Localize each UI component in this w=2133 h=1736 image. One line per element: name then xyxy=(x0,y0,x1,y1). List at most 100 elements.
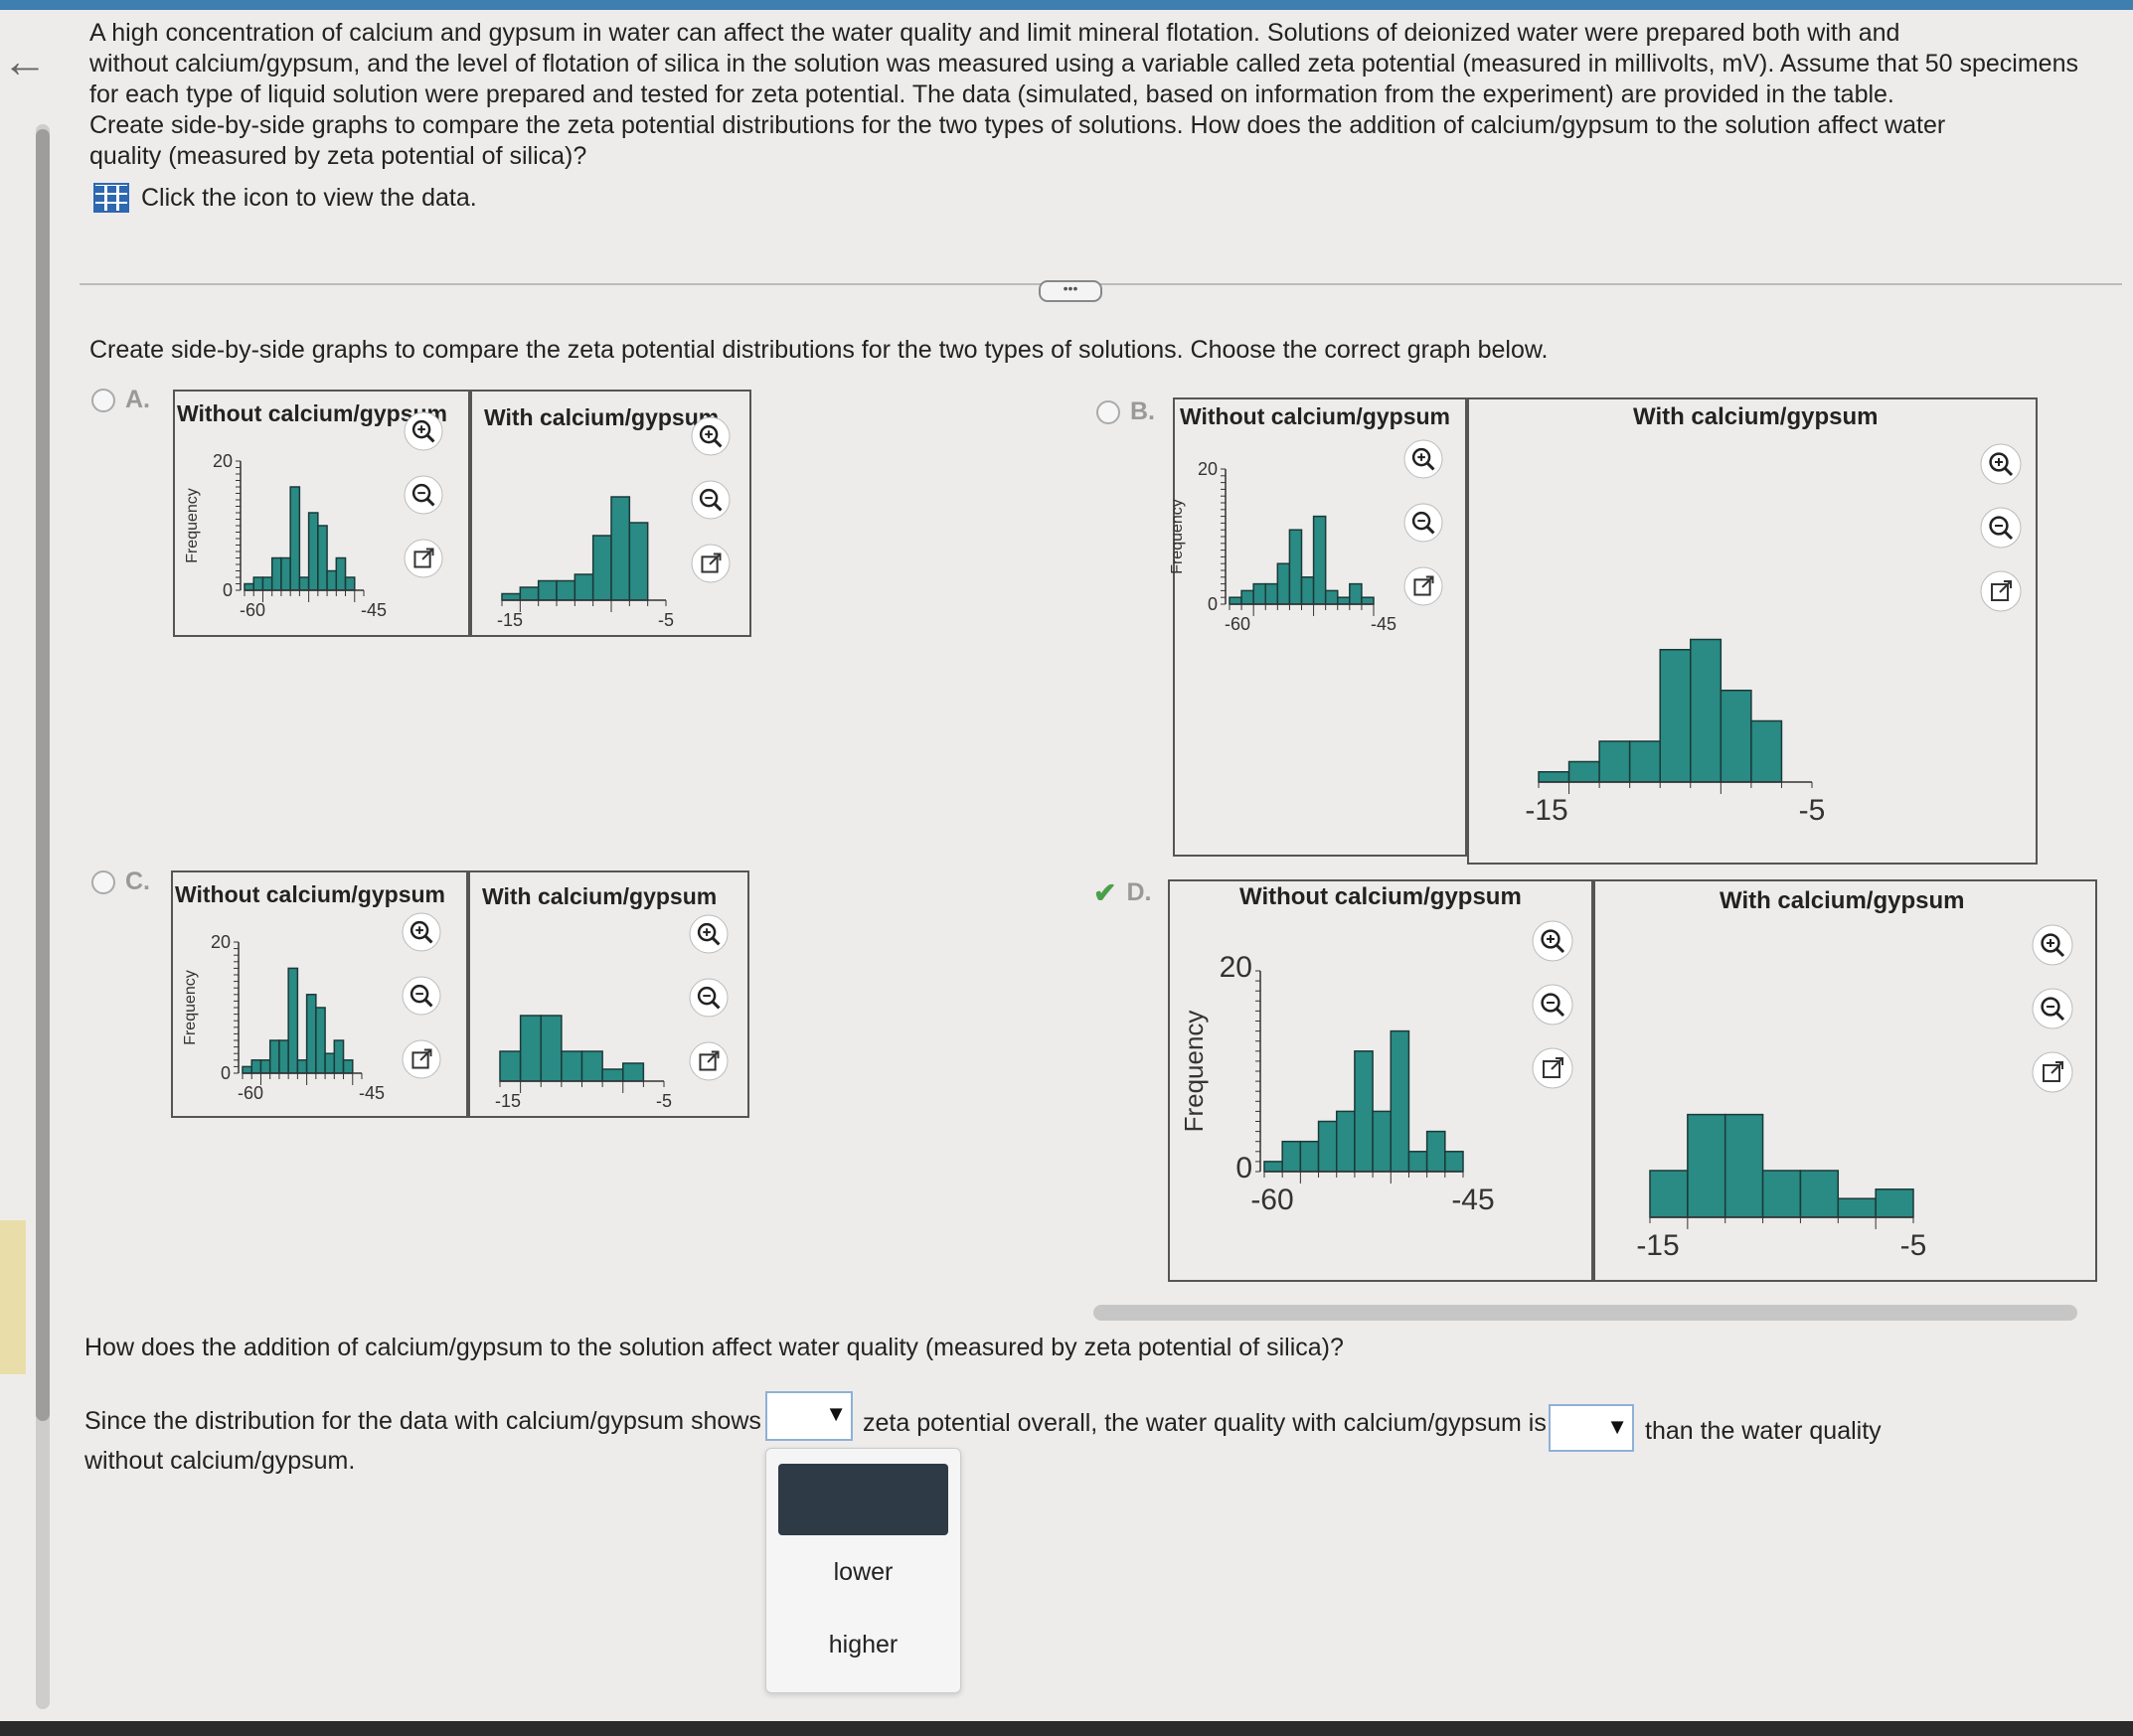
histogram-bar xyxy=(1444,1151,1464,1173)
histogram-bar xyxy=(296,1059,308,1074)
histogram-bar xyxy=(601,1068,624,1082)
view-data-link[interactable]: Click the icon to view the data. xyxy=(93,183,477,213)
histogram-bar xyxy=(1649,1170,1689,1218)
view-data-text[interactable]: Click the icon to view the data. xyxy=(141,183,477,212)
histogram-bar xyxy=(1361,596,1375,605)
zoom-in-icon[interactable] xyxy=(2032,924,2073,966)
zoom-in-icon[interactable] xyxy=(404,411,443,451)
dropdown-highlight[interactable] xyxy=(778,1464,948,1535)
histogram-bar xyxy=(1690,638,1723,783)
histogram-bar xyxy=(519,586,540,601)
option-b-radio[interactable] xyxy=(1096,399,1120,424)
open-external-icon[interactable] xyxy=(402,1039,441,1079)
panel-title: Without calcium/gypsum xyxy=(1180,403,1450,429)
open-external-icon[interactable] xyxy=(2032,1051,2073,1093)
histogram: 20 0 Frequency -60 -45 xyxy=(1169,439,1443,634)
histogram-bar xyxy=(1229,596,1242,605)
open-external-icon[interactable] xyxy=(689,1041,729,1081)
histogram-bar xyxy=(610,496,631,601)
question-line: for each type of liquid solution were pr… xyxy=(89,80,1894,108)
zoom-out-icon[interactable] xyxy=(1403,503,1443,543)
histogram-bar xyxy=(580,1050,603,1082)
correct-check-icon: ✔ xyxy=(1093,877,1117,908)
histogram-bar xyxy=(317,525,328,591)
question-line: quality (measured by zeta potential of s… xyxy=(89,142,587,170)
option-b[interactable]: B. xyxy=(1096,397,1155,426)
histogram-bar xyxy=(1299,1140,1320,1173)
histogram-bar xyxy=(244,582,254,591)
histogram-bar xyxy=(1659,649,1692,783)
zoom-out-icon[interactable] xyxy=(1532,984,1573,1026)
data-table-icon[interactable] xyxy=(93,183,129,213)
y-tick-label: 0 xyxy=(1208,594,1218,614)
histogram-bar xyxy=(342,1059,354,1074)
histogram-bar xyxy=(298,576,310,591)
histogram-bar xyxy=(591,535,612,601)
x-tick-label: -15 xyxy=(1636,1229,1679,1262)
zoom-in-icon[interactable] xyxy=(402,912,441,952)
option-d[interactable]: ✔ D. xyxy=(1093,876,1151,909)
option-d-without-panel: Without calcium/gypsum 20 0 Frequency -60 -45 xyxy=(1168,879,1593,1282)
back-arrow-icon[interactable]: ← xyxy=(2,35,48,86)
y-tick-label: 0 xyxy=(1235,1152,1252,1184)
open-external-icon[interactable] xyxy=(1980,570,2022,612)
option-b-letter: B. xyxy=(1130,397,1155,425)
histogram-bar xyxy=(501,592,522,601)
dropdown-option-lower[interactable]: lower xyxy=(833,1558,894,1586)
histogram-bar xyxy=(1875,1188,1914,1218)
option-a-without-panel: Without calcium/gypsum 20 0 Frequency -60 -45 xyxy=(173,390,470,637)
y-tick-label: 20 xyxy=(1220,951,1252,984)
dropdown-option-higher[interactable]: higher xyxy=(828,1631,899,1658)
y-tick-label: 0 xyxy=(223,580,233,600)
histogram-bar xyxy=(326,569,338,591)
histogram-bar xyxy=(1723,1113,1764,1218)
question-line: Create side-by-side graphs to compare th… xyxy=(89,111,1946,139)
dropdown-menu: lower higher xyxy=(765,1448,961,1693)
y-axis-label: Frequency xyxy=(184,488,201,563)
option-a[interactable]: A. xyxy=(91,386,150,414)
histogram-bar xyxy=(344,576,356,591)
histogram-bar xyxy=(1349,582,1363,605)
zoom-in-icon[interactable] xyxy=(691,416,731,456)
open-external-icon[interactable] xyxy=(691,544,731,583)
histogram-bar xyxy=(1354,1050,1374,1173)
x-tick-label: -60 xyxy=(238,1083,263,1103)
zoom-in-icon[interactable] xyxy=(689,914,729,954)
option-c[interactable]: C. xyxy=(91,868,150,896)
zoom-out-icon[interactable] xyxy=(402,976,441,1016)
horizontal-scrollbar[interactable] xyxy=(1093,1305,2077,1321)
x-tick-label: -45 xyxy=(1371,614,1396,634)
option-a-letter: A. xyxy=(125,386,150,413)
histogram-bar xyxy=(628,522,649,601)
histogram-bar xyxy=(574,573,594,601)
quality-dropdown[interactable]: ▼ xyxy=(1549,1404,1634,1452)
histogram-bar xyxy=(540,1015,563,1082)
histogram-bar xyxy=(1750,719,1783,783)
panel-title: With calcium/gypsum xyxy=(484,404,720,430)
zoom-out-icon[interactable] xyxy=(689,978,729,1018)
scrollbar-thumb[interactable] xyxy=(36,129,50,1421)
option-c-without-panel: Without calcium/gypsum 20 0 Frequency -60 -45 xyxy=(171,870,468,1118)
more-button[interactable]: ••• xyxy=(1039,280,1102,302)
zoom-in-icon[interactable] xyxy=(1532,920,1573,962)
zoom-in-icon[interactable] xyxy=(1980,443,2022,485)
zoom-out-icon[interactable] xyxy=(404,475,443,515)
zoom-out-icon[interactable] xyxy=(1980,507,2022,549)
option-c-with-panel: With calcium/gypsum -15 -5 xyxy=(468,870,749,1118)
histogram-bar xyxy=(268,1039,280,1074)
histogram-bar xyxy=(1317,1120,1338,1173)
histogram-bar xyxy=(289,486,301,591)
zoom-in-icon[interactable] xyxy=(1403,439,1443,479)
open-external-icon[interactable] xyxy=(1403,566,1443,606)
zoom-out-icon[interactable] xyxy=(2032,988,2073,1029)
option-c-radio[interactable] xyxy=(91,869,115,894)
histogram-bar xyxy=(1720,690,1752,783)
zoom-out-icon[interactable] xyxy=(691,480,731,520)
answer-part2: zeta potential overall, the water qualit… xyxy=(863,1409,1547,1437)
histogram: -15 -5 xyxy=(495,914,729,1111)
option-a-radio[interactable] xyxy=(91,388,115,412)
histogram-bar xyxy=(1425,1130,1446,1173)
open-external-icon[interactable] xyxy=(404,539,443,578)
open-external-icon[interactable] xyxy=(1532,1047,1573,1089)
zeta-dropdown[interactable]: ▼ xyxy=(765,1391,853,1441)
